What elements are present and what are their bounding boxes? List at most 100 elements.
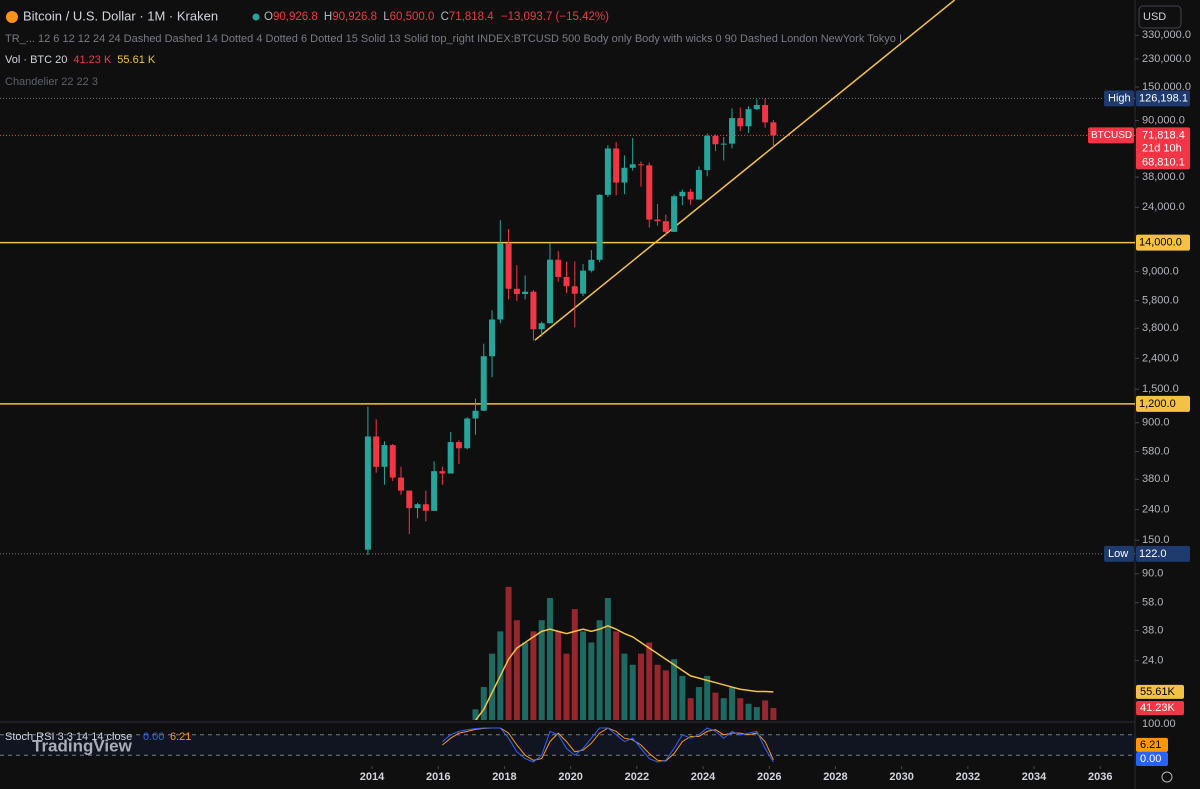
candle-body: [414, 504, 421, 509]
candle-body: [571, 286, 578, 294]
price-tag-label: 14,000.0: [1139, 237, 1182, 249]
indicator-legend: TR_... 12 6 12 12 24 24 Dashed Dashed 14…: [5, 33, 902, 45]
candle-body: [745, 109, 752, 127]
x-tick-label: 2018: [492, 771, 516, 783]
candle-body: [712, 135, 719, 145]
y-tick-label: 230,000.0: [1142, 53, 1191, 65]
y-tick-label: 58.0: [1142, 597, 1163, 609]
stoch-band: [0, 734, 1135, 756]
volume-bar: [472, 709, 479, 720]
volume-bar: [621, 653, 628, 720]
candle-body: [422, 504, 429, 511]
y-tick-label: 240.0: [1142, 503, 1170, 515]
candle-body: [737, 118, 744, 127]
candle-body: [398, 477, 405, 491]
candle-body: [530, 291, 537, 330]
currency-button[interactable]: [1138, 5, 1182, 29]
candle-body: [563, 276, 570, 287]
symbol-tag-box: [1088, 127, 1134, 144]
volume-bar: [588, 642, 595, 720]
volume-bar: [604, 597, 611, 720]
y-tick-label: 380.0: [1142, 473, 1170, 485]
ohlc-key: H: [324, 11, 332, 23]
y-tick-label: 5,800.0: [1142, 294, 1179, 306]
volume-bar: [613, 631, 620, 720]
volume-bar: [546, 597, 553, 720]
stoch-tag: 6.21: [1140, 739, 1161, 751]
line: [442, 727, 774, 763]
price-tag-label: 1,200.0: [1139, 398, 1176, 410]
volume-tag: 55.61K: [1140, 686, 1176, 698]
marker-value-box: [1136, 90, 1190, 107]
stoch-tag: 0.00: [1140, 753, 1161, 765]
marker-value-box: [1136, 545, 1190, 562]
candle-body: [513, 288, 520, 295]
candle-body: [580, 270, 587, 294]
candle-body: [704, 135, 711, 171]
last-price-box: [1136, 127, 1190, 170]
ohlc-value: 71,818.4: [449, 11, 494, 23]
y-tick-label: 38,000.0: [1142, 171, 1185, 183]
candle-body: [646, 165, 653, 220]
candle-body: [447, 442, 454, 474]
ohlc-value: 90,926.8: [332, 11, 377, 23]
volume-bar: [737, 698, 744, 720]
x-tick-label: 2030: [889, 771, 913, 783]
volume-bar: [770, 707, 777, 720]
stoch-legend-d: 6.21: [170, 731, 191, 743]
candle-body: [455, 442, 462, 449]
countdown: 21d 10h: [1142, 142, 1182, 154]
candle-body: [480, 356, 487, 411]
volume-legend: Vol · BTC 20 41.23 K 55.61 K: [5, 54, 156, 66]
volume-bar: [563, 653, 570, 720]
volume-bar: [538, 620, 545, 720]
candle-body: [505, 243, 512, 289]
candle-body: [381, 445, 388, 467]
volume-tag-box: [1136, 684, 1184, 699]
volume-bar: [671, 659, 678, 720]
volume-bar: [580, 631, 587, 720]
candle-body: [406, 490, 413, 509]
currency-label[interactable]: USD: [1143, 11, 1166, 23]
x-tick-label: 2034: [1022, 771, 1047, 783]
x-tick-label: 2036: [1088, 771, 1112, 783]
line: [474, 624, 774, 720]
candle-body: [364, 436, 371, 550]
ohlc-key: O: [264, 11, 273, 23]
coin-icon: [6, 11, 18, 23]
candle-body: [439, 471, 446, 474]
x-tick-label: 2024: [691, 771, 716, 783]
volume-bar: [489, 653, 496, 720]
candle-body: [497, 243, 504, 320]
y-tick-label: 24,000.0: [1142, 201, 1185, 213]
last-price: 71,818.4: [1142, 129, 1185, 141]
candle-body: [588, 259, 595, 271]
volume-tag: 41.23K: [1140, 702, 1176, 714]
y-tick-label: 3,800.0: [1142, 322, 1179, 334]
candle-body: [464, 418, 471, 449]
price-pane: [0, 0, 1135, 720]
x-tick-label: 2028: [823, 771, 847, 783]
candle-body: [389, 445, 396, 478]
candle-body: [596, 194, 603, 260]
y-tick-label: 330,000.0: [1142, 29, 1191, 41]
stoch-tag-box: [1136, 752, 1168, 766]
volume-bar: [571, 609, 578, 720]
y-tick-label: 24.0: [1142, 654, 1163, 666]
volume-bar: [513, 620, 520, 720]
chandelier-legend: Chandelier 22 22 3: [5, 76, 98, 88]
candle-body: [720, 143, 727, 145]
x-tick-label: 2016: [426, 771, 450, 783]
settings-icon[interactable]: [1161, 771, 1173, 783]
y-tick-label: 150.0: [1142, 534, 1170, 546]
x-tick-label: 2014: [360, 771, 385, 783]
candle-body: [555, 259, 562, 277]
candle-body: [621, 167, 628, 183]
vol-value: 41.23 K: [73, 54, 112, 66]
candle-body: [671, 196, 678, 232]
trendline: [534, 0, 956, 341]
candle-body: [654, 219, 661, 222]
price-tag: [1136, 395, 1190, 412]
volume-bar: [720, 698, 727, 720]
